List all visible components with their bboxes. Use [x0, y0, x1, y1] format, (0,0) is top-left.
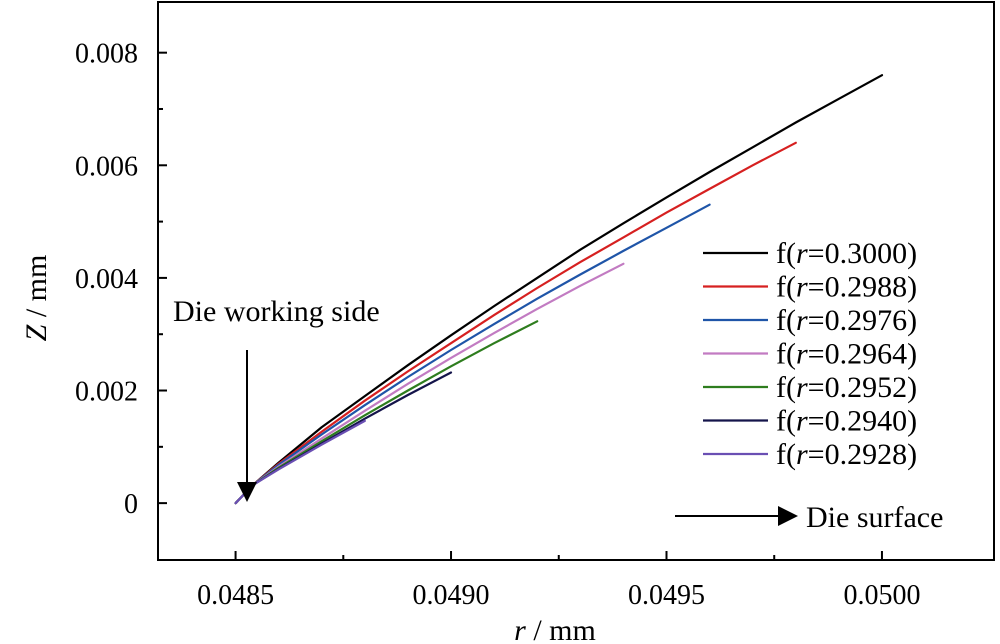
- legend-label: f(r=0.3000): [776, 237, 917, 270]
- x-tick-label: 0.0500: [843, 580, 920, 611]
- y-tick-label: 0.002: [75, 377, 138, 408]
- x-tick-label: 0.0490: [413, 580, 490, 611]
- y-tick-label: 0.004: [75, 264, 138, 295]
- x-axis: 0.0485 0.0490 0.0495 0.0500: [197, 551, 920, 611]
- die-working-side-annotation: Die working side: [173, 295, 380, 502]
- legend-label: f(r=0.2928): [776, 438, 917, 471]
- y-tick-label: 0: [124, 489, 138, 520]
- series-line-3: [234, 203, 711, 505]
- x-axis-title: r / mm: [514, 614, 596, 644]
- legend-item: f(r=0.2976): [703, 304, 917, 337]
- die-surface-label: Die surface: [806, 501, 943, 534]
- x-tick-label: 0.0495: [628, 580, 705, 611]
- legend-item: f(r=0.2952): [703, 371, 917, 404]
- legend-label: f(r=0.2964): [776, 338, 917, 371]
- arrow-down-icon: [237, 482, 257, 502]
- legend-item: f(r=0.2988): [703, 271, 917, 304]
- series-line-6: [234, 371, 453, 505]
- y-tick-label: 0.008: [75, 39, 138, 70]
- series-line-2: [234, 141, 797, 505]
- legend-label: f(r=0.2952): [776, 371, 917, 404]
- y-axis-title: Z / mm: [20, 255, 53, 342]
- x-tick-label: 0.0485: [197, 580, 274, 611]
- series-layer: [234, 74, 884, 505]
- plot-border: [157, 1, 995, 561]
- arrow-right-icon: [778, 506, 798, 526]
- series-line-7: [234, 419, 366, 505]
- y-tick-label: 0.006: [75, 151, 138, 182]
- legend-item: f(r=0.2928): [703, 438, 917, 471]
- legend: f(r=0.3000)f(r=0.2988)f(r=0.2976)f(r=0.2…: [703, 237, 917, 471]
- legend-label: f(r=0.2940): [776, 405, 917, 438]
- die-surface-annotation: Die surface: [675, 501, 943, 534]
- y-axis: 0 0.002 0.004 0.006 0.008: [75, 39, 167, 520]
- legend-item: f(r=0.2940): [703, 405, 917, 438]
- legend-label: f(r=0.2976): [776, 304, 917, 337]
- plot-frame: [157, 1, 995, 561]
- legend-label: f(r=0.2988): [776, 271, 917, 304]
- series-line-1: [234, 74, 884, 505]
- series-line-5: [234, 320, 539, 505]
- legend-item: f(r=0.3000): [703, 237, 917, 270]
- legend-item: f(r=0.2964): [703, 338, 917, 371]
- die-working-side-label: Die working side: [173, 295, 380, 328]
